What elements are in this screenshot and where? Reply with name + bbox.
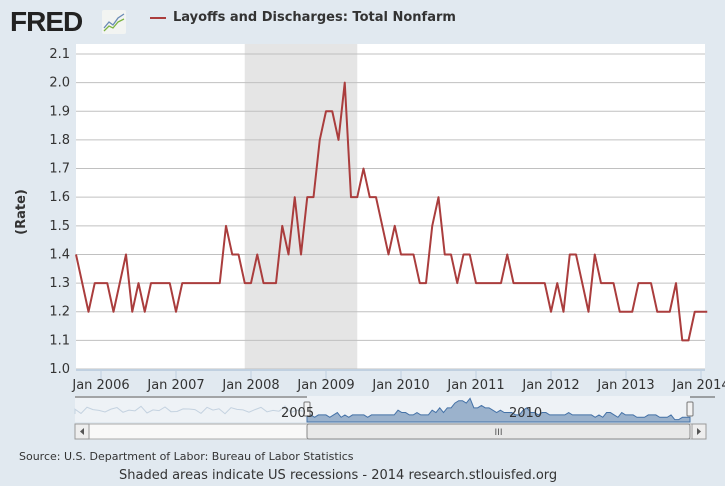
navigator-label: 2010	[509, 406, 542, 421]
navigator-unselected-line	[74, 405, 304, 415]
arrow-right-icon	[697, 428, 701, 435]
x-tick-label: Jan 2009	[296, 378, 354, 393]
navigator-label: 2005	[281, 406, 314, 421]
y-tick-label: 2.1	[49, 47, 70, 62]
y-tick-label: 1.4	[49, 247, 70, 262]
x-tick-label: Jan 2007	[146, 378, 204, 393]
y-axis-label: (Rate)	[14, 189, 29, 235]
scrollbar-thumb[interactable]	[306, 423, 691, 440]
series-title: Layoffs and Discharges: Total Nonfarm	[173, 10, 456, 25]
series-line	[75, 81, 708, 342]
y-tick-label: 1.3	[49, 276, 70, 291]
chart-line-icon	[102, 10, 126, 34]
legend-swatch	[150, 16, 166, 19]
plot-area	[76, 44, 705, 369]
y-tick-label: 1.1	[49, 333, 70, 348]
y-tick-label: 1.2	[49, 305, 70, 320]
y-tick-label: 1.0	[49, 362, 70, 377]
y-tick-label: 1.8	[49, 133, 70, 148]
navigator-handle-right[interactable]	[686, 401, 694, 417]
recession-shading	[244, 44, 358, 369]
legend-item[interactable]: Layoffs and Discharges: Total Nonfarm	[150, 10, 456, 25]
navigator-series	[306, 397, 691, 423]
x-tick-label: Jan 2008	[221, 378, 279, 393]
x-tick-label: Jan 2006	[71, 378, 129, 393]
x-tick-label: Jan 2010	[371, 378, 429, 393]
recession-note: Shaded areas indicate US recessions - 20…	[119, 468, 558, 483]
x-tick-label: Jan 2012	[521, 378, 579, 393]
navigator-handle-left[interactable]	[303, 401, 311, 417]
source-text: Source: U.S. Department of Labor: Bureau…	[19, 450, 354, 463]
x-tick-label: Jan 2013	[596, 378, 654, 393]
y-tick-label: 1.9	[49, 104, 70, 119]
x-tick-label: Jan 2014	[671, 378, 725, 393]
y-tick-label: 1.7	[49, 162, 70, 177]
scrollbar-grip-icon: III	[495, 428, 503, 438]
y-tick-label: 2.0	[49, 76, 70, 91]
fred-logo: FRED	[10, 6, 83, 37]
y-tick-label: 1.6	[49, 190, 70, 205]
y-tick-label: 1.5	[49, 219, 70, 234]
arrow-left-icon	[80, 428, 84, 435]
x-tick-label: Jan 2011	[446, 378, 504, 393]
